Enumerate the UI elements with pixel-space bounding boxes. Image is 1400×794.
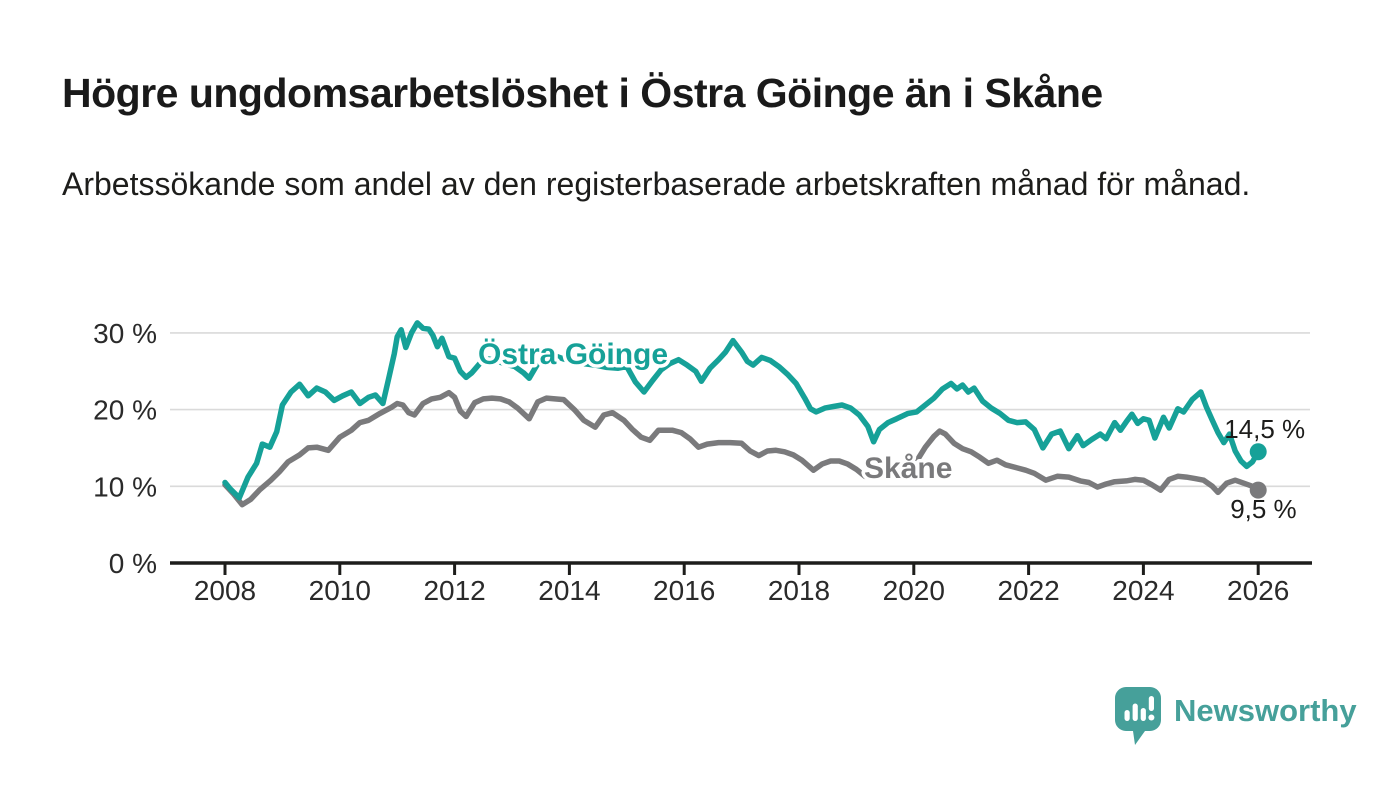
end-value-label-ostra-goinge: 14,5 % <box>1224 414 1305 444</box>
y-axis-tick-label: 30 % <box>93 318 157 349</box>
newsworthy-logo: Newsworthy <box>1114 686 1357 748</box>
x-axis-tick-label: 2014 <box>538 575 600 606</box>
page-title: Högre ungdomsarbetslöshet i Östra Göinge… <box>62 70 1103 116</box>
x-axis-tick-label: 2020 <box>883 575 945 606</box>
bar-1 <box>1124 710 1130 721</box>
x-axis-tick-label: 2012 <box>423 575 485 606</box>
end-value-label-skane: 9,5 % <box>1230 494 1297 524</box>
exclamation-dot <box>1148 714 1155 721</box>
x-axis-tick-label: 2018 <box>768 575 830 606</box>
bar-3 <box>1140 708 1146 721</box>
series-line-skane <box>222 389 1261 508</box>
x-axis-tick-label: 2024 <box>1112 575 1174 606</box>
x-axis-tick-label: 2016 <box>653 575 715 606</box>
x-axis-tick-label: 2008 <box>194 575 256 606</box>
exclamation-bar <box>1148 696 1154 711</box>
newsworthy-logo-icon <box>1115 687 1161 745</box>
speech-bubble-shape <box>1115 687 1161 745</box>
page-subtitle: Arbetssökande som andel av den registerb… <box>62 166 1251 202</box>
series-end-dot-ostra-goinge <box>1249 443 1267 461</box>
series-inline-label-ostra-goinge: Östra Göinge <box>478 338 668 371</box>
series-end-dot-skane <box>1249 481 1267 499</box>
series-inline-label-skane: Skåne <box>864 452 952 485</box>
x-axis-tick-label: 2010 <box>309 575 371 606</box>
y-axis-tick-label: 20 % <box>93 395 157 426</box>
newsworthy-logo-text: Newsworthy <box>1174 692 1357 728</box>
y-axis-tick-label: 10 % <box>93 471 157 502</box>
bar-2 <box>1132 703 1138 721</box>
series-line-ostra-goinge <box>222 320 1261 501</box>
x-axis-tick-label: 2026 <box>1227 575 1289 606</box>
y-axis-tick-label: 0 % <box>109 548 157 579</box>
x-axis-tick-label: 2022 <box>997 575 1059 606</box>
